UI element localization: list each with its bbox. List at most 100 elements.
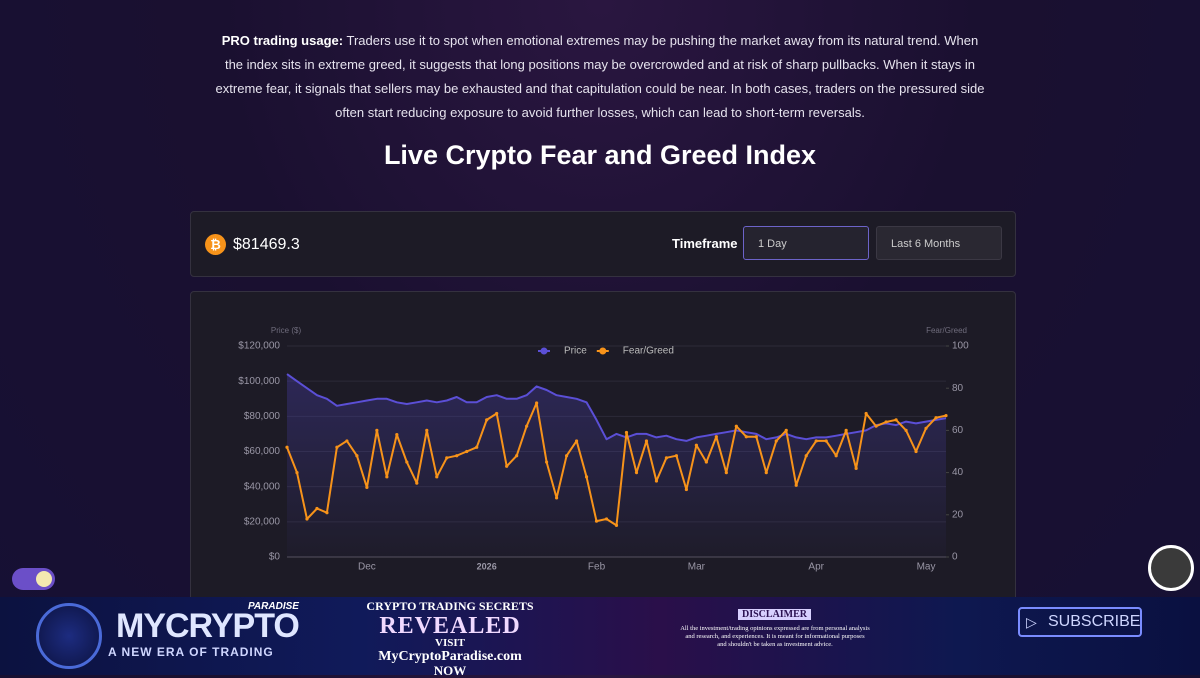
legend-dot: [540, 347, 548, 355]
y-tick-label: $40,000: [244, 481, 281, 492]
point: [944, 414, 948, 418]
series-line: [286, 373, 947, 442]
point: [445, 456, 449, 460]
x-tick-label: Mar: [688, 562, 706, 573]
point: [864, 411, 868, 416]
point: [415, 481, 419, 485]
point: [784, 428, 788, 432]
point: [285, 445, 289, 449]
point: [465, 449, 469, 454]
promo-line: NOW: [433, 663, 467, 678]
x-tick-label: Apr: [808, 562, 824, 573]
intro-lead: PRO trading usage:: [221, 33, 344, 48]
point: [375, 428, 379, 432]
brand-top: PARADISE: [248, 601, 299, 612]
avatar[interactable]: [1148, 545, 1194, 591]
btc-icon: ₿: [205, 234, 226, 255]
range-select[interactable]: Last 6 Months: [876, 226, 1002, 260]
point: [704, 460, 708, 464]
point: [694, 443, 698, 447]
heading: Live Crypto Fear and Greed Index: [383, 140, 817, 170]
point: [854, 466, 858, 470]
y2-axis-title: Fear/Greed: [926, 326, 967, 335]
point: [405, 460, 409, 464]
banner: PARADISE MYCRYPTO A NEW ERA OF TRADING C…: [0, 597, 1200, 678]
point: [365, 485, 369, 489]
interval-select[interactable]: 1 Day: [743, 226, 869, 260]
point: [315, 506, 319, 511]
point: [904, 428, 908, 432]
intro: PRO trading usage: Traders use it to spo…: [215, 29, 985, 125]
y-tick-label: $60,000: [244, 446, 281, 457]
y-axis-title: Price ($): [271, 326, 302, 335]
timeframe-label: Timeframe: [672, 236, 738, 251]
point: [644, 439, 649, 443]
point: [385, 475, 389, 479]
subscribe-label: SUBSCRIBE: [1048, 613, 1141, 630]
theme-toggle[interactable]: [12, 568, 55, 590]
y-tick-label: $80,000: [244, 411, 281, 422]
point: [894, 418, 898, 422]
point: [554, 496, 559, 500]
point: [634, 471, 639, 475]
y-tick-label: $0: [269, 552, 281, 563]
legend-dot: [599, 347, 607, 355]
point: [604, 517, 609, 521]
promo-line: CRYPTO TRADING SECRETS: [366, 599, 534, 613]
intro-text: Traders use it to spot when emotional ex…: [215, 33, 985, 120]
promo-line: REVEALED: [379, 613, 521, 639]
y2-tick-label: 40: [952, 467, 964, 478]
point: [305, 517, 309, 521]
point: [914, 449, 918, 454]
x-tick-label: Feb: [588, 562, 606, 573]
point: [525, 424, 529, 428]
y-tick-label: $120,000: [238, 341, 280, 352]
x-tick-label: 2026: [477, 561, 497, 571]
point: [684, 487, 688, 492]
point: [774, 439, 778, 443]
point: [744, 435, 748, 439]
legend-label: Price: [564, 346, 587, 357]
promo-line: VISIT: [435, 637, 465, 649]
point: [724, 471, 728, 475]
toolbar: ₿ $81469.3 Timeframe 1 Day Last 6 Months: [190, 211, 1016, 277]
tagline: A NEW ERA OF TRADING: [108, 645, 274, 659]
point: [574, 439, 579, 443]
point: [395, 433, 399, 437]
x-tick-label: Dec: [358, 562, 376, 573]
subscribe-button[interactable]: ▷ SUBSCRIBE: [1018, 607, 1142, 637]
point: [804, 454, 808, 458]
point: [475, 445, 479, 449]
price-area: [287, 374, 946, 557]
point: [485, 418, 489, 422]
point: [455, 454, 459, 458]
point: [664, 456, 669, 460]
point: [355, 454, 359, 458]
point: [834, 454, 838, 458]
disclaimer-title: DISCLAIMER: [738, 609, 812, 620]
y2-tick-label: 0: [952, 552, 958, 563]
brand: MYCRYPTO: [116, 607, 300, 645]
promo-line: MyCryptoParadise.com: [378, 649, 522, 664]
point: [874, 424, 878, 428]
point: [934, 416, 938, 420]
point: [794, 483, 798, 487]
price: $81469.3: [233, 236, 300, 253]
point: [814, 439, 818, 443]
point: [564, 454, 569, 458]
point: [884, 420, 888, 424]
point: [754, 435, 758, 439]
point: [654, 479, 659, 483]
point: [295, 471, 299, 475]
point: [624, 430, 629, 435]
logo-globe: [36, 603, 102, 669]
point: [924, 426, 928, 430]
y2-tick-label: 80: [952, 383, 964, 394]
point: [435, 475, 439, 479]
point: [515, 454, 519, 458]
point: [535, 401, 539, 405]
point: [335, 445, 339, 449]
y2-tick-label: 60: [952, 425, 964, 436]
point: [584, 475, 589, 479]
point: [824, 439, 828, 443]
